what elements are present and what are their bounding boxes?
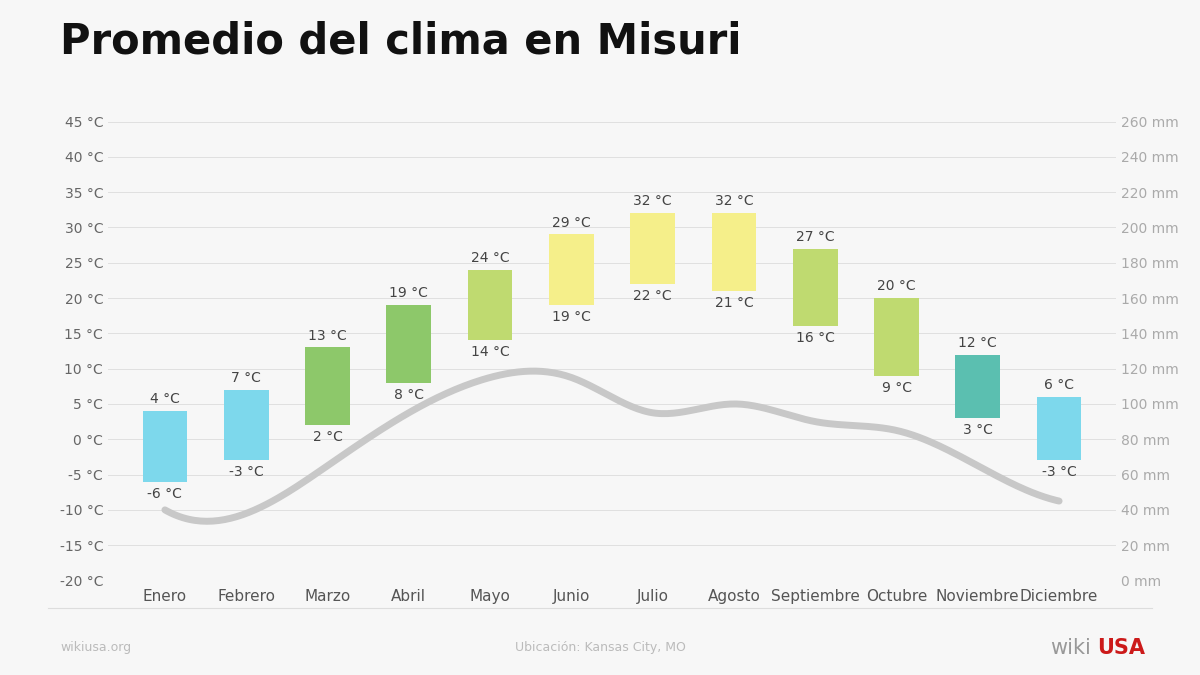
Text: USA: USA [1097,638,1145,658]
Text: Ubicación: Kansas City, MO: Ubicación: Kansas City, MO [515,641,685,655]
Text: 22 °C: 22 °C [634,289,672,303]
Bar [1037,397,1081,460]
Bar [874,298,919,376]
Text: -3 °C: -3 °C [229,465,264,479]
Text: 32 °C: 32 °C [634,194,672,209]
Text: 20 °C: 20 °C [877,279,916,293]
Text: 21 °C: 21 °C [714,296,754,310]
Text: 2 °C: 2 °C [312,430,342,444]
Text: wikiusa.org: wikiusa.org [60,641,131,655]
Text: -6 °C: -6 °C [148,487,182,501]
Text: 8 °C: 8 °C [394,387,424,402]
Bar [305,348,350,425]
Bar [143,411,187,482]
Text: 19 °C: 19 °C [389,286,428,300]
Text: 4 °C: 4 °C [150,392,180,406]
Bar [630,213,674,284]
Text: 13 °C: 13 °C [308,329,347,342]
Text: 14 °C: 14 °C [470,346,510,359]
Text: -3 °C: -3 °C [1042,465,1076,479]
Bar [793,248,838,326]
Bar [386,305,431,383]
Bar [224,390,269,460]
Text: 16 °C: 16 °C [796,331,835,345]
Text: 29 °C: 29 °C [552,215,590,230]
Text: 24 °C: 24 °C [470,251,509,265]
Bar [550,234,594,305]
Text: 27 °C: 27 °C [796,230,834,244]
Bar [712,213,756,291]
Text: wiki: wiki [1050,638,1091,658]
Text: 7 °C: 7 °C [232,371,262,385]
Text: 19 °C: 19 °C [552,310,590,324]
Bar [468,270,512,340]
Text: 6 °C: 6 °C [1044,378,1074,392]
Text: 3 °C: 3 °C [962,423,992,437]
Text: Promedio del clima en Misuri: Promedio del clima en Misuri [60,20,742,62]
Text: 12 °C: 12 °C [959,335,997,350]
Bar [955,354,1000,418]
Text: 9 °C: 9 °C [882,381,912,395]
Text: 32 °C: 32 °C [715,194,754,209]
